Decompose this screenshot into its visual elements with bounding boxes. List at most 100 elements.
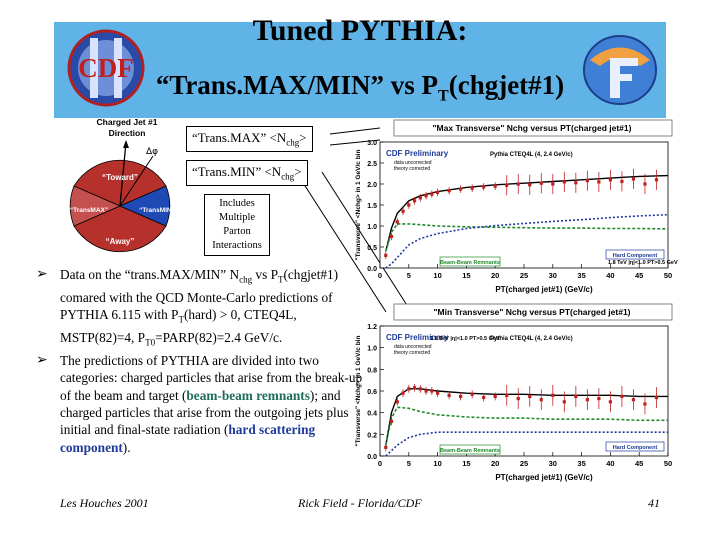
data-point — [424, 194, 428, 198]
data-point — [447, 189, 451, 193]
y-tick-label: 1.0 — [367, 224, 377, 231]
cuts-label: 1.8 TeV |η|<1.0 PT>0.5 GeV — [430, 336, 500, 342]
series-line — [385, 213, 669, 269]
bbr-box — [439, 256, 501, 267]
data-point — [430, 389, 434, 393]
x-tick-label: 50 — [664, 271, 672, 280]
prelim-note: data uncorrected — [394, 344, 432, 350]
y-tick-label: 0.0 — [367, 454, 377, 461]
diagram-header-2: Direction — [109, 128, 146, 138]
data-point — [470, 186, 474, 190]
plot-title-box — [393, 119, 673, 137]
data-point — [493, 184, 497, 188]
plot-title: "Max Transverse" Nchg versus PT(charged … — [433, 123, 632, 133]
data-point — [631, 398, 636, 402]
florida-logo — [583, 35, 657, 105]
data-point — [528, 183, 532, 187]
data-point — [620, 179, 624, 184]
series-line — [385, 388, 668, 446]
x-tick-label: 15 — [462, 271, 470, 280]
cuts-label: 1.8 TeV |η|<1.0 PT>0.5 GeV — [608, 260, 678, 266]
callout-trans-max: “Trans.MAX” <Nchg> — [186, 126, 313, 152]
toward-label: “Toward” — [102, 173, 138, 182]
mpi-note: Includes Multiple Parton Interactions — [204, 194, 270, 256]
y-tick-label: 2.0 — [367, 182, 377, 189]
data-point — [585, 179, 589, 183]
y-tick-label: 0.2 — [367, 432, 377, 439]
transverse-region-diagram: Charged Jet #1 Direction Δφ “Toward” “Aw… — [69, 117, 175, 253]
x-tick-label: 45 — [635, 271, 643, 280]
bbr-label: Beam-Beam Remnants — [440, 448, 500, 454]
data-point — [516, 182, 520, 186]
x-tick-label: 20 — [491, 459, 499, 468]
prelim-label: CDF Preliminary — [386, 333, 449, 342]
x-tick-label: 35 — [577, 271, 585, 280]
transmax-label: “TransMAX” — [70, 207, 108, 214]
footer-page-number: 41 — [648, 496, 660, 510]
data-point — [482, 395, 486, 400]
y-tick-label: 1.2 — [367, 324, 377, 331]
series-line — [385, 174, 669, 252]
data-point — [459, 187, 463, 191]
data-point — [539, 398, 543, 402]
data-point — [608, 400, 612, 404]
data-point — [631, 177, 636, 181]
series-line — [385, 406, 668, 446]
data-point — [401, 209, 405, 213]
data-point — [459, 394, 463, 399]
plot-frame — [379, 141, 669, 269]
y-axis-label: "Transverse" <Nchg> in 1 GeV/c bin — [355, 336, 362, 447]
bullet-arrow-icon: ➢ — [36, 352, 48, 369]
hard-component-box — [605, 249, 665, 260]
data-point — [505, 183, 509, 187]
data-point — [470, 392, 474, 396]
bullet-2: ➢ The predictions of PYTHIA are divided … — [36, 352, 363, 455]
data-point — [654, 178, 659, 182]
bullet-list: ➢ Data on the “trans.MAX/MIN” Nchg vs PT… — [36, 266, 366, 456]
bbr-box — [439, 444, 501, 455]
data-point — [574, 394, 578, 399]
y-tick-label: 1.0 — [367, 346, 377, 353]
y-tick-label: 0.5 — [367, 245, 377, 252]
data-point — [562, 400, 566, 404]
data-point — [562, 180, 566, 184]
bullet-arrow-icon: ➢ — [36, 266, 48, 282]
series-line — [385, 223, 669, 252]
x-tick-label: 5 — [407, 271, 411, 280]
legend-entry: Pythia CTEQ4L (4, 2.4 GeV/c) — [490, 152, 573, 158]
data-point — [407, 203, 411, 207]
x-tick-label: 10 — [433, 271, 441, 280]
data-point — [620, 394, 624, 399]
x-tick-label: 10 — [433, 459, 441, 468]
x-axis-label: PT(charged jet#1) (GeV/c) — [495, 285, 593, 294]
bullet-1: ➢ Data on the “trans.MAX/MIN” Nchg vs PT… — [36, 266, 339, 348]
data-point — [412, 199, 417, 203]
y-tick-label: 0.8 — [367, 367, 377, 374]
data-point — [643, 182, 647, 186]
data-point — [389, 234, 394, 239]
min-transverse-plot: 0 5 10 15 20 25 30 35 40 45 50 0.0 0.2 0.4 0.6 0.8 1.0 1.… — [355, 303, 673, 482]
data-point — [395, 400, 399, 404]
data-point — [505, 393, 509, 397]
hard-component-box — [605, 441, 665, 452]
region-transmin — [118, 185, 171, 227]
y-tick-label: 3.0 — [367, 140, 377, 147]
data-point — [384, 253, 388, 257]
data-point — [482, 185, 486, 189]
data-point — [395, 220, 399, 224]
data-point — [528, 394, 532, 399]
footer-event: Les Houches 2001 — [60, 496, 149, 510]
prelim-note: theory corrected — [394, 350, 430, 356]
data-point — [597, 396, 601, 401]
data-point — [430, 192, 434, 196]
slide-title: Tuned PYTHIA: — [252, 14, 468, 47]
data-point — [436, 190, 440, 194]
bbr-label: Beam-Beam Remnants — [440, 260, 500, 266]
data-point — [539, 181, 543, 185]
x-tick-label: 0 — [378, 271, 382, 280]
delta-phi-label: Δφ — [146, 147, 158, 157]
data-point — [447, 393, 451, 397]
data-point — [551, 393, 555, 397]
x-tick-label: 35 — [577, 459, 585, 468]
